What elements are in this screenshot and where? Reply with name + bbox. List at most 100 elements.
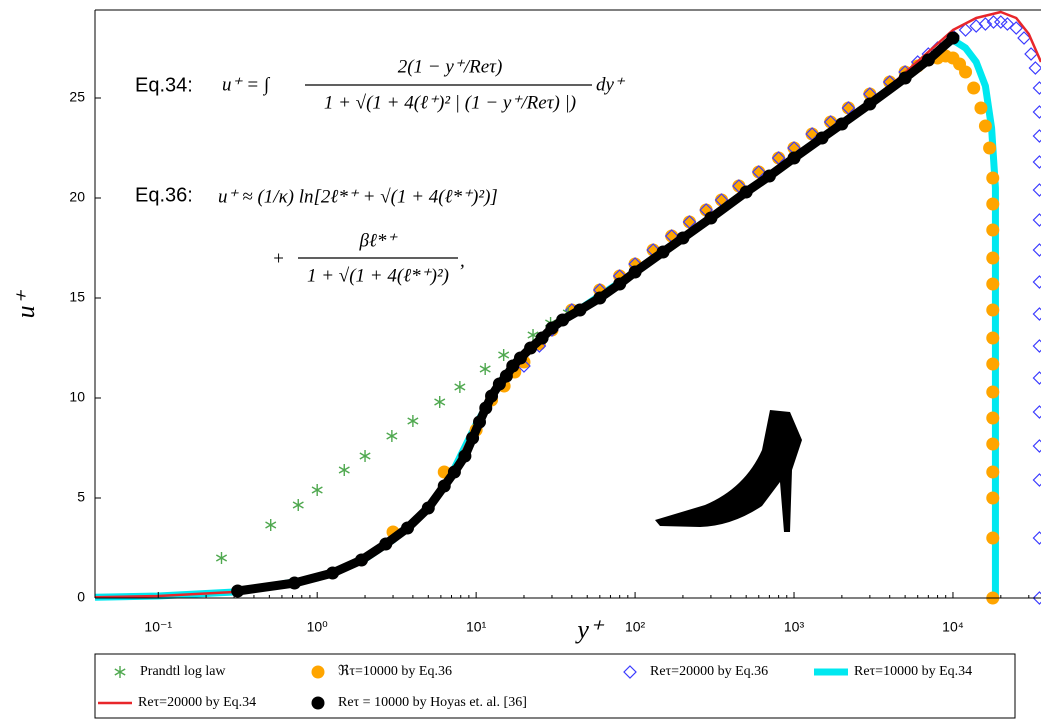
marker-circle (421, 501, 435, 515)
marker-circle (787, 151, 801, 165)
marker-circle (986, 465, 1000, 479)
marker-circle (499, 369, 513, 383)
marker-circle (959, 65, 973, 79)
marker-star (292, 499, 304, 511)
marker-circle (513, 351, 527, 365)
marker-circle (354, 553, 368, 567)
marker-circle (401, 521, 415, 535)
marker-star (407, 415, 419, 427)
marker-circle (535, 331, 549, 345)
marker-circle (311, 696, 325, 710)
marker-circle (863, 97, 877, 111)
x-tick-label: 10³ (784, 619, 805, 635)
marker-diamond (1032, 405, 1041, 419)
marker-circle (524, 341, 538, 355)
x-tick-label: 10² (625, 619, 646, 635)
marker-circle (986, 223, 1000, 237)
marker-diamond (1032, 591, 1041, 605)
legend-label: Reτ=20000 by Eq.36 (650, 664, 768, 679)
marker-star (498, 349, 510, 361)
marker-diamond (1032, 439, 1041, 453)
marker-star (454, 381, 466, 393)
marker-circle (473, 415, 487, 429)
marker-star (215, 552, 228, 564)
marker-circle (898, 71, 912, 85)
legend-entries: Prandtl log law ℜτ=10000 by Eq.36 Reτ=2000… (98, 664, 972, 710)
x-tick-label: 10⁰ (307, 619, 329, 635)
marker-circle (986, 197, 1000, 211)
marker-circle (545, 321, 559, 335)
marker-star (265, 519, 277, 531)
legend-label: Reτ=10000 by Eq.34 (854, 664, 972, 679)
marker-circle (815, 131, 829, 145)
marker-circle (986, 411, 1000, 425)
marker-circle (921, 53, 935, 67)
x-axis-label: y⁺ (574, 615, 605, 644)
legend-label: Reτ=20000 by Eq.34 (138, 695, 256, 710)
marker-circle (231, 584, 245, 598)
legend (94, 653, 1016, 719)
marker-diamond (1017, 31, 1031, 45)
marker-diamond (1032, 339, 1041, 353)
equation-denominator: 1 + √(1 + 4(ℓ*⁺)²) (307, 265, 449, 286)
marker-star (338, 464, 350, 476)
marker-star (434, 396, 446, 408)
marker-diamond (1032, 473, 1041, 487)
marker-diamond (958, 23, 973, 37)
marker-circle (326, 566, 340, 580)
legend-label: Reτ = 10000 by Hoyas et. al. [36] (338, 695, 527, 710)
marker-circle (986, 385, 1000, 399)
marker-circle (835, 117, 849, 131)
equation-label: Eq.36: (135, 184, 193, 206)
marker-diamond (1028, 61, 1041, 75)
marker-circle (986, 357, 1000, 371)
marker-diamond (1032, 531, 1041, 545)
marker-diamond (1000, 17, 1015, 31)
marker-star (386, 430, 398, 442)
marker-star (479, 363, 491, 375)
marker-diamond (1032, 275, 1041, 289)
shoe-icon (655, 410, 802, 532)
marker-circle (946, 31, 960, 45)
x-tick-label: 10¹ (466, 619, 487, 635)
marker-circle (556, 313, 570, 327)
marker-diamond (1032, 307, 1041, 321)
marker-circle (613, 277, 627, 291)
marker-diamond (1032, 81, 1041, 95)
y-tick-label: 25 (69, 89, 85, 105)
marker-circle (986, 251, 1000, 265)
marker-circle (986, 437, 1000, 451)
marker-circle (479, 401, 493, 415)
marker-circle (974, 101, 988, 115)
marker-circle (593, 291, 607, 305)
equation-denominator: 1 + √(1 + 4(ℓ⁺)² | (1 − y⁺/Reτ) |) (324, 92, 576, 113)
marker-circle (986, 331, 1000, 345)
marker-circle (379, 537, 393, 551)
equation-numerator: βℓ*⁺ (359, 230, 399, 251)
marker-diamond (1032, 105, 1041, 119)
marker-circle (986, 531, 1000, 545)
y-tick-label: 20 (69, 189, 85, 205)
marker-diamond (1032, 155, 1041, 169)
y-tick-label: 0 (77, 589, 85, 605)
marker-diamond (1032, 243, 1041, 257)
marker-circle (986, 171, 1000, 185)
marker-circle (986, 491, 1000, 505)
legend-label: ℜτ=10000 by Eq.36 (338, 664, 452, 679)
marker-circle (485, 389, 499, 403)
marker-diamond (1032, 129, 1041, 143)
marker-star (359, 450, 371, 462)
marker-circle (288, 576, 302, 590)
marker-star (114, 666, 126, 678)
x-tick-label: 10⁻¹ (144, 619, 172, 635)
plot-area (95, 10, 1041, 605)
marker-circle (458, 449, 472, 463)
marker-circle (466, 431, 480, 445)
marker-circle (437, 479, 451, 493)
equation-label: Eq.34: (135, 74, 193, 96)
marker-circle (967, 81, 981, 95)
marker-diamond (1032, 183, 1041, 197)
marker-circle (628, 265, 642, 279)
y-axis-label: u⁺ (11, 289, 40, 318)
